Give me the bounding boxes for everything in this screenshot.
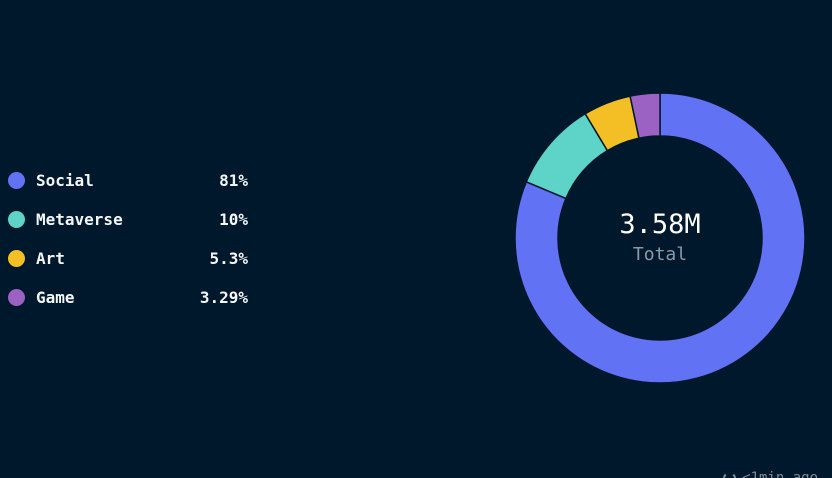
last-updated: <1min ago — [723, 470, 818, 478]
refresh-icon[interactable] — [723, 471, 737, 478]
legend-label-social: Social — [36, 170, 94, 190]
legend-dot-metaverse — [8, 210, 25, 228]
donut-slice-game[interactable] — [629, 93, 661, 140]
legend-value-metaverse: 10% — [219, 209, 248, 229]
legend-label-metaverse: Metaverse — [36, 209, 123, 229]
legend: Social 81% Metaverse 10% Art 5.3% Game 3… — [8, 168, 248, 324]
last-updated-text: <1min ago — [742, 470, 818, 478]
legend-value-art: 5.3% — [209, 248, 248, 268]
legend-item-social[interactable]: Social 81% — [8, 168, 248, 192]
legend-value-social: 81% — [219, 170, 248, 190]
legend-dot-art — [8, 249, 25, 267]
donut-slice-social[interactable] — [515, 93, 805, 383]
legend-label-game: Game — [36, 287, 75, 307]
legend-value-game: 3.29% — [199, 287, 248, 307]
legend-item-metaverse[interactable]: Metaverse 10% — [8, 207, 248, 231]
legend-item-game[interactable]: Game 3.29% — [8, 285, 248, 309]
legend-dot-social — [8, 171, 25, 189]
legend-dot-game — [8, 288, 25, 306]
donut-chart — [515, 93, 805, 383]
legend-label-art: Art — [36, 248, 65, 268]
legend-item-art[interactable]: Art 5.3% — [8, 246, 248, 270]
